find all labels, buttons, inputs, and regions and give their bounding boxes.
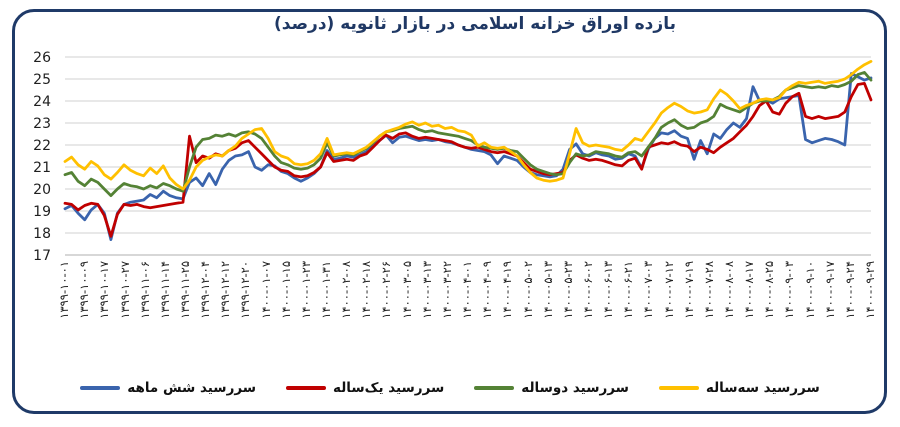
chart-title: بازده اوراق خزانه اسلامی در بازار ثانویه… [274,14,676,34]
x-axis-tick-label: ۱۳۹۹-۱۱-۰۶ [137,261,152,319]
legend-item-2year: سررسید دوساله [474,380,629,396]
x-axis-tick-label: ۱۳۹۹-۱۲-۲۰ [238,261,253,319]
legend-item-1year: سررسید یک‌ساله [286,380,444,396]
x-axis-tick-label: ۱۴۰۰-۰۴-۰۱ [460,261,474,319]
x-axis-tick-label: ۱۴۰۰-۰۲-۱۸ [359,261,374,319]
legend-marker-3year [658,385,699,391]
x-axis-tick-label: ۱۴۰۰-۰۵-۲۳ [560,261,575,319]
y-axis-tick-label: 22 [33,138,51,154]
legend-marker-2year [474,385,515,391]
series-line-6month [63,72,873,242]
x-axis-tick-label: ۱۴۰۰-۰۹-۲۴ [842,261,857,319]
x-axis-tick-label: ۱۳۹۹-۱۲-۱۲ [218,261,233,319]
legend-label-2year: سررسید دوساله [521,380,629,396]
x-axis-tick-label: ۱۴۰۰-۰۵-۰۲ [520,261,535,319]
x-axis-tick-label: ۱۴۰۰-۰۶-۱۳ [601,261,615,319]
x-axis-tick-label: ۱۴۰۰-۰۶-۲۱ [621,261,636,319]
x-axis-tick-label: ۱۴۰۰-۰۳-۰۵ [399,261,414,319]
legend-label-6month: سررسید شش ماهه [127,380,257,396]
x-axis-tick-label: ۱۴۰۰-۰۸-۲۵ [762,261,777,319]
x-axis-tick-label: ۱۴۰۰-۰۷-۲۸ [701,261,716,319]
x-axis-tick-label: ۱۴۰۰-۰۲-۲۶ [379,261,394,319]
legend-item-3year: سررسید سه‌ساله [658,380,820,396]
x-axis-tick-label: ۱۳۹۹-۱۰-۰۹ [77,261,92,319]
series-line-2year [63,71,873,198]
y-axis-tick-label: 20 [33,182,51,198]
x-axis-tick-label: ۱۴۰۰-۰۷-۰۳ [641,261,656,319]
y-axis-tick-label: 24 [33,94,51,110]
y-axis-tick-label: 21 [33,160,51,176]
y-axis-tick-label: 19 [33,204,51,220]
legend-label-3year: سررسید سه‌ساله [705,380,820,396]
x-axis-tick-label: ۱۴۰۰-۰۷-۱۹ [681,261,696,319]
y-axis-tick-label: 26 [33,50,51,66]
x-axis-tick-label: ۱۴۰۰-۰۴-۱۹ [500,261,515,319]
x-axis-tick-label: ۱۴۰۰-۰۱-۲۳ [298,261,313,319]
x-axis-tick-label: ۱۴۰۰-۰۸-۰۸ [722,261,736,319]
x-axis-tick-label: ۱۴۰۰-۰۲-۰۸ [339,261,354,319]
x-axis-tick-label: ۱۴۰۰-۰۶-۰۲ [580,261,595,319]
x-axis-tick-label: ۱۴۰۰-۰۵-۱۳ [540,261,555,319]
x-axis-tick-label: ۱۴۰۰-۰۹-۲۹ [863,261,877,319]
series-line-3year [63,60,873,191]
legend-marker-6month [80,385,121,391]
x-axis-tick-label: ۱۴۰۰-۰۹-۰۳ [782,261,797,319]
x-axis-tick-label: ۱۴۰۰-۰۱-۰۷ [258,261,273,319]
series-line-1year [63,82,873,238]
y-axis-tick-label: 17 [33,248,51,264]
x-axis-tick-label: ۱۴۰۰-۰۷-۱۲ [661,261,676,319]
x-axis-tick-label: ۱۴۰۰-۰۹-۱۰ [802,261,817,319]
x-axis-tick-label: ۱۳۹۹-۱۰-۱۷ [97,261,112,319]
legend: سررسید شش ماهه سررسید یک‌ساله سررسید دوس… [0,380,900,396]
x-axis-tick-label: ۱۴۰۰-۰۱-۱۵ [278,261,293,319]
x-axis-tick-label: ۱۳۹۹-۱۲-۰۴ [198,261,213,319]
y-axis-tick-label: 23 [33,116,51,132]
x-axis-tick-label: ۱۴۰۰-۰۹-۱۷ [822,261,837,319]
legend-label-1year: سررسید یک‌ساله [333,380,445,396]
x-axis-tick-label: ۱۳۹۹-۱۱-۱۴ [157,261,172,319]
x-axis-tick-label: ۱۴۰۰-۰۱-۳۱ [318,261,333,319]
y-axis-tick-label: 18 [33,226,51,242]
x-axis-tick-label: ۱۳۹۹-۱۰-۰۱ [57,261,71,319]
x-axis-tick-label: ۱۳۹۹-۱۱-۲۵ [177,261,192,319]
legend-marker-1year [286,385,327,391]
x-axis-tick-label: ۱۳۹۹-۱۰-۲۷ [117,261,132,319]
x-axis-tick-label: ۱۴۰۰-۰۳-۲۲ [439,261,454,319]
legend-item-6month: سررسید شش ماهه [80,380,256,396]
x-axis-tick-label: ۱۴۰۰-۰۴-۰۹ [480,261,495,319]
x-axis-tick-label: ۱۴۰۰-۰۳-۱۳ [419,261,434,319]
y-axis-tick-label: 25 [33,72,51,88]
x-axis-tick-label: ۱۴۰۰-۰۸-۱۷ [742,261,757,319]
